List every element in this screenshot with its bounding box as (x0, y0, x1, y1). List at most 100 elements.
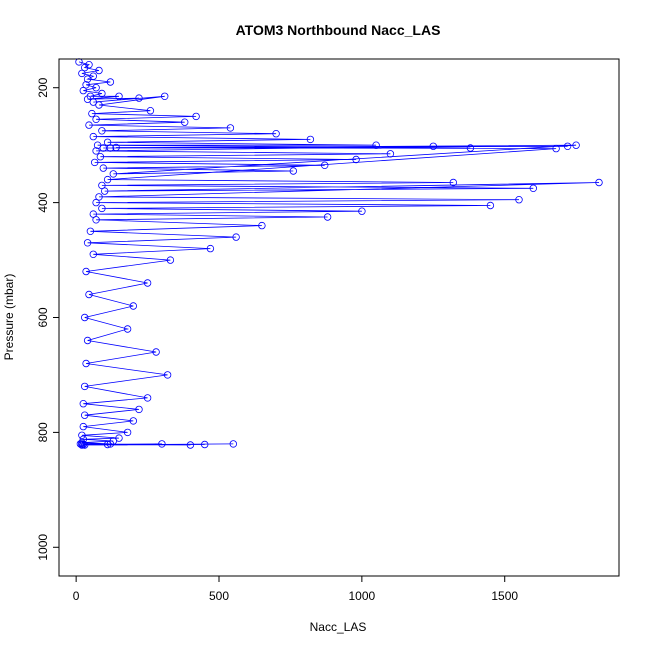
data-point-0-27 (272, 129, 280, 138)
data-point-0-84 (79, 400, 87, 408)
data-point-0-66 (86, 227, 95, 235)
data-point-0-3 (95, 66, 103, 75)
series-layer (75, 58, 603, 449)
data-point-0-15 (135, 94, 143, 102)
data-point-0-71 (166, 256, 175, 264)
data-point-0-73 (143, 279, 152, 287)
data-point-0-2 (80, 63, 89, 72)
data-point-0-89 (123, 428, 132, 437)
data-point-0-80 (82, 359, 90, 368)
data-point-0-19 (146, 106, 155, 115)
data-point-0-87 (129, 417, 137, 425)
data-point-0-82 (80, 382, 89, 391)
x-tick-label-0: 0 (73, 589, 80, 603)
data-point-0-78 (83, 336, 92, 345)
data-point-0-86 (80, 411, 89, 419)
data-point-0-16 (89, 98, 97, 106)
data-point-0-24 (85, 121, 93, 129)
data-point-0-48 (112, 143, 120, 152)
x-axis: 0 500 1000 1500 (73, 576, 518, 603)
data-point-0-65 (258, 221, 266, 230)
data-point-0-20 (88, 109, 96, 118)
data-point-0-9 (92, 83, 100, 92)
y-axis: 200 400 600 800 1000 (36, 77, 59, 561)
data-point-0-21 (192, 112, 200, 121)
data-point-0-56 (95, 193, 103, 201)
data-point-0-50 (103, 175, 112, 184)
data-point-0-44 (109, 170, 117, 178)
y-tick-label-1: 400 (36, 192, 50, 212)
data-point-0-17 (160, 92, 169, 100)
data-point-0-38 (96, 152, 105, 161)
x-tick-label-3: 1500 (491, 589, 518, 603)
data-point-0-46 (106, 144, 115, 152)
data-point-0-83 (143, 394, 152, 402)
data-point-0-54 (100, 187, 109, 195)
data-point-0-43 (289, 167, 297, 175)
data-point-0-51 (449, 178, 457, 187)
data-point-0-13 (115, 92, 123, 100)
data-point-0-55 (595, 178, 603, 187)
data-point-0-49 (552, 144, 560, 153)
data-point-0-35 (429, 142, 437, 150)
data-point-0-101 (186, 441, 195, 449)
data-point-0-103 (200, 440, 209, 449)
data-point-0-99 (158, 440, 166, 448)
x-tick-label-2: 1000 (349, 589, 376, 603)
data-point-0-40 (90, 158, 99, 167)
data-point-0-58 (92, 198, 100, 207)
data-point-0-31 (372, 141, 380, 149)
data-point-0-61 (358, 207, 366, 215)
series-line-0 (78, 61, 600, 446)
data-point-0-28 (89, 132, 97, 141)
y-tick-label-2: 600 (36, 307, 50, 327)
data-point-0-45 (572, 141, 580, 149)
data-point-0-47 (563, 142, 572, 150)
data-point-0-104 (80, 441, 89, 449)
data-point-0-70 (89, 250, 97, 258)
data-point-0-97 (103, 440, 112, 449)
data-point-0-72 (82, 267, 90, 276)
y-tick-label-3: 800 (36, 422, 50, 442)
data-point-0-64 (92, 216, 100, 224)
data-point-0-14 (83, 95, 92, 103)
data-point-0-74 (85, 290, 93, 299)
data-point-0-37 (386, 150, 395, 158)
data-point-0-63 (323, 213, 332, 221)
data-point-0-25 (226, 124, 235, 132)
data-point-0-6 (83, 75, 92, 83)
data-point-0-18 (95, 101, 103, 109)
x-axis-label: Nacc_LAS (310, 620, 367, 634)
data-point-0-23 (180, 118, 189, 126)
data-point-0-29 (306, 135, 315, 144)
data-point-0-36 (92, 147, 100, 155)
chart-title: ATOM3 Northbound Nacc_LAS (236, 22, 441, 38)
data-point-0-53 (529, 184, 537, 192)
data-point-0-69 (206, 244, 215, 253)
y-tick-label-4: 1000 (36, 534, 50, 561)
data-point-0-77 (123, 325, 132, 333)
data-point-0-90 (78, 431, 86, 439)
data-point-0-4 (78, 69, 86, 78)
data-point-0-85 (135, 405, 143, 414)
y-tick-label-0: 200 (36, 77, 50, 97)
data-point-0-67 (232, 233, 240, 241)
data-point-0-88 (79, 422, 87, 431)
data-point-0-33 (466, 144, 475, 152)
data-point-0-79 (152, 348, 160, 356)
data-point-0-39 (352, 155, 360, 164)
plot-frame (58, 58, 620, 577)
data-point-0-41 (321, 161, 329, 169)
data-point-0-75 (129, 302, 137, 310)
y-axis-label: Pressure (mbar) (2, 274, 16, 361)
data-point-0-10 (79, 86, 87, 95)
data-point-0-7 (106, 78, 115, 86)
data-point-0-76 (80, 313, 89, 322)
data-point-0-81 (163, 371, 172, 379)
data-point-0-57 (515, 195, 523, 204)
data-point-0-105 (229, 440, 237, 448)
data-point-0-11 (98, 89, 106, 98)
data-point-0-59 (486, 201, 495, 210)
